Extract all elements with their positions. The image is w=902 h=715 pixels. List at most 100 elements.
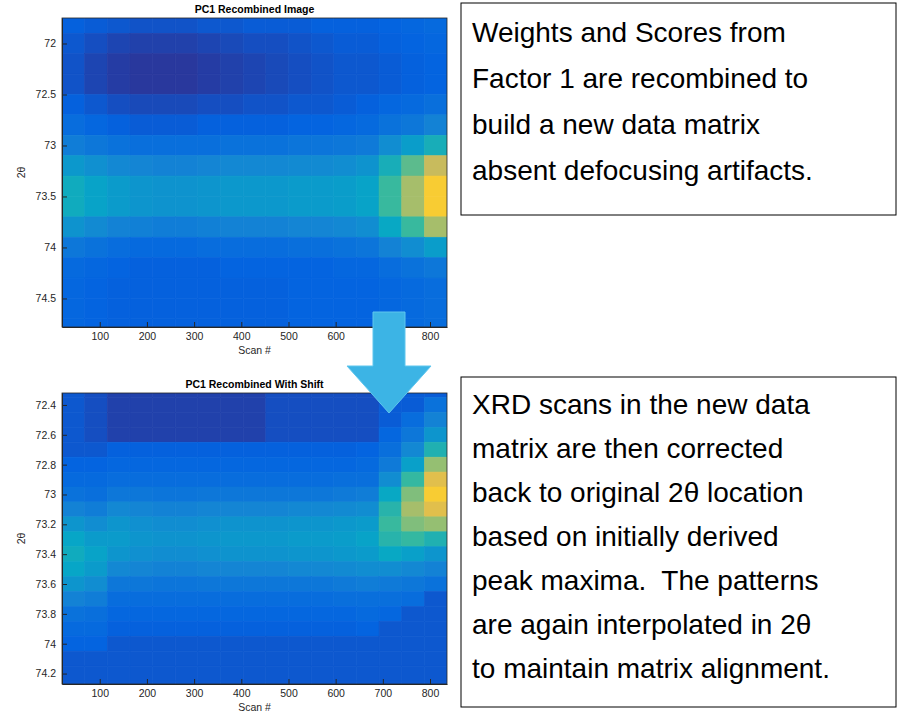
- y-tick: 72.6: [36, 429, 67, 441]
- heatmap-cell: [356, 502, 379, 517]
- heatmap-cell: [62, 681, 85, 684]
- heatmap-cell: [221, 591, 244, 606]
- tick-label: 400: [233, 330, 251, 342]
- heatmap-cell: [402, 74, 425, 94]
- heatmap-cell: [379, 487, 402, 502]
- heatmap-cell: [198, 636, 221, 651]
- heatmap-cell: [85, 562, 108, 577]
- heatmap-cell: [356, 278, 379, 298]
- heatmap-cell: [311, 442, 334, 457]
- heatmap-cell: [221, 547, 244, 562]
- heatmap-cell: [85, 319, 108, 327]
- x-tick: 500: [280, 679, 298, 699]
- heatmap-cell: [379, 196, 402, 216]
- heatmap-cell: [107, 196, 130, 216]
- heatmap-cell: [356, 621, 379, 636]
- heatmap-cell: [85, 278, 108, 298]
- tick-label: 73.2: [36, 518, 57, 530]
- heatmap-cell: [243, 681, 266, 684]
- heatmap-cell: [266, 621, 289, 636]
- heatmap-cell: [266, 156, 289, 176]
- heatmap-cell: [153, 217, 176, 237]
- heatmap-cell: [379, 74, 402, 94]
- heatmap-cell: [153, 397, 176, 412]
- tick-mark: [194, 679, 195, 684]
- heatmap-cell: [288, 621, 311, 636]
- heatmap-cell: [62, 591, 85, 606]
- heatmap-cell: [379, 681, 402, 684]
- heatmap-cell: [379, 666, 402, 681]
- heatmap-cell: [311, 427, 334, 442]
- heatmap-cell: [62, 237, 85, 257]
- heatmap-cell: [198, 651, 221, 666]
- heatmap-cell: [62, 18, 85, 33]
- heatmap-cell: [379, 18, 402, 33]
- heatmap-cell: [198, 591, 221, 606]
- arrow: [347, 312, 431, 413]
- heatmap-cell: [334, 591, 357, 606]
- heatmap-cell: [266, 666, 289, 681]
- heatmap-cell: [424, 412, 447, 427]
- x-axis-title: Scan #: [238, 344, 271, 356]
- heatmap-cell: [175, 547, 198, 562]
- heatmap-cell: [62, 502, 85, 517]
- tick-label: 74: [44, 638, 56, 650]
- heatmap-cell: [243, 547, 266, 562]
- heatmap-cell: [107, 393, 130, 397]
- tick-label: 300: [186, 330, 204, 342]
- heatmap-cell: [153, 591, 176, 606]
- heatmap-cell: [356, 532, 379, 547]
- heatmap-cell: [107, 487, 130, 502]
- heatmap-cell: [379, 442, 402, 457]
- heatmap-cell: [153, 532, 176, 547]
- heatmap-cell: [243, 502, 266, 517]
- heatmap-cell: [379, 651, 402, 666]
- heatmap-cell: [107, 577, 130, 592]
- heatmap-cell: [130, 412, 153, 427]
- heatmap-cell: [107, 651, 130, 666]
- heatmap-cell: [107, 547, 130, 562]
- heatmap-cell: [334, 606, 357, 621]
- heatmap-cell: [153, 115, 176, 135]
- y-axis: 72.472.672.87373.273.473.673.87474.2: [36, 394, 67, 685]
- heatmap-cell: [311, 393, 334, 397]
- heatmap-cell: [243, 472, 266, 487]
- heatmap-cell: [288, 54, 311, 74]
- heatmap-cell: [85, 457, 108, 472]
- heatmap-cell: [243, 176, 266, 196]
- y-axis: 7272.57373.57474.5: [36, 19, 67, 328]
- tick-label: 73: [44, 488, 56, 500]
- heatmap-cell: [62, 176, 85, 196]
- heatmap-cell: [379, 217, 402, 237]
- heatmap-cell: [402, 562, 425, 577]
- x-tick: 400: [233, 679, 251, 699]
- heatmap-cell: [334, 457, 357, 472]
- heatmap-cell: [266, 547, 289, 562]
- heatmap-cell: [266, 237, 289, 257]
- heatmap-cell: [311, 517, 334, 532]
- heatmap-cell: [288, 393, 311, 397]
- x-tick: 300: [186, 322, 204, 342]
- heatmap-cell: [288, 651, 311, 666]
- heatmap-cell: [288, 502, 311, 517]
- heatmap-cell: [175, 115, 198, 135]
- heatmap-cell: [266, 18, 289, 33]
- heatmap-cell: [130, 33, 153, 53]
- heatmap-cell: [130, 237, 153, 257]
- heatmap-cell: [107, 258, 130, 278]
- heatmap-cell: [402, 442, 425, 457]
- heatmap-cell: [402, 577, 425, 592]
- heatmap-cell: [379, 94, 402, 114]
- heatmap-cell: [221, 651, 244, 666]
- tick-label: 72: [44, 37, 56, 49]
- heatmap-cell: [311, 94, 334, 114]
- heatmap-cell: [221, 502, 244, 517]
- heatmap-cell: [130, 591, 153, 606]
- heatmap-cell: [85, 412, 108, 427]
- heatmap-cell: [85, 176, 108, 196]
- heatmap-cell: [85, 33, 108, 53]
- heatmap-cell: [62, 666, 85, 681]
- heatmap-cell: [288, 196, 311, 216]
- heatmap-cell: [198, 666, 221, 681]
- heatmap-cell: [311, 196, 334, 216]
